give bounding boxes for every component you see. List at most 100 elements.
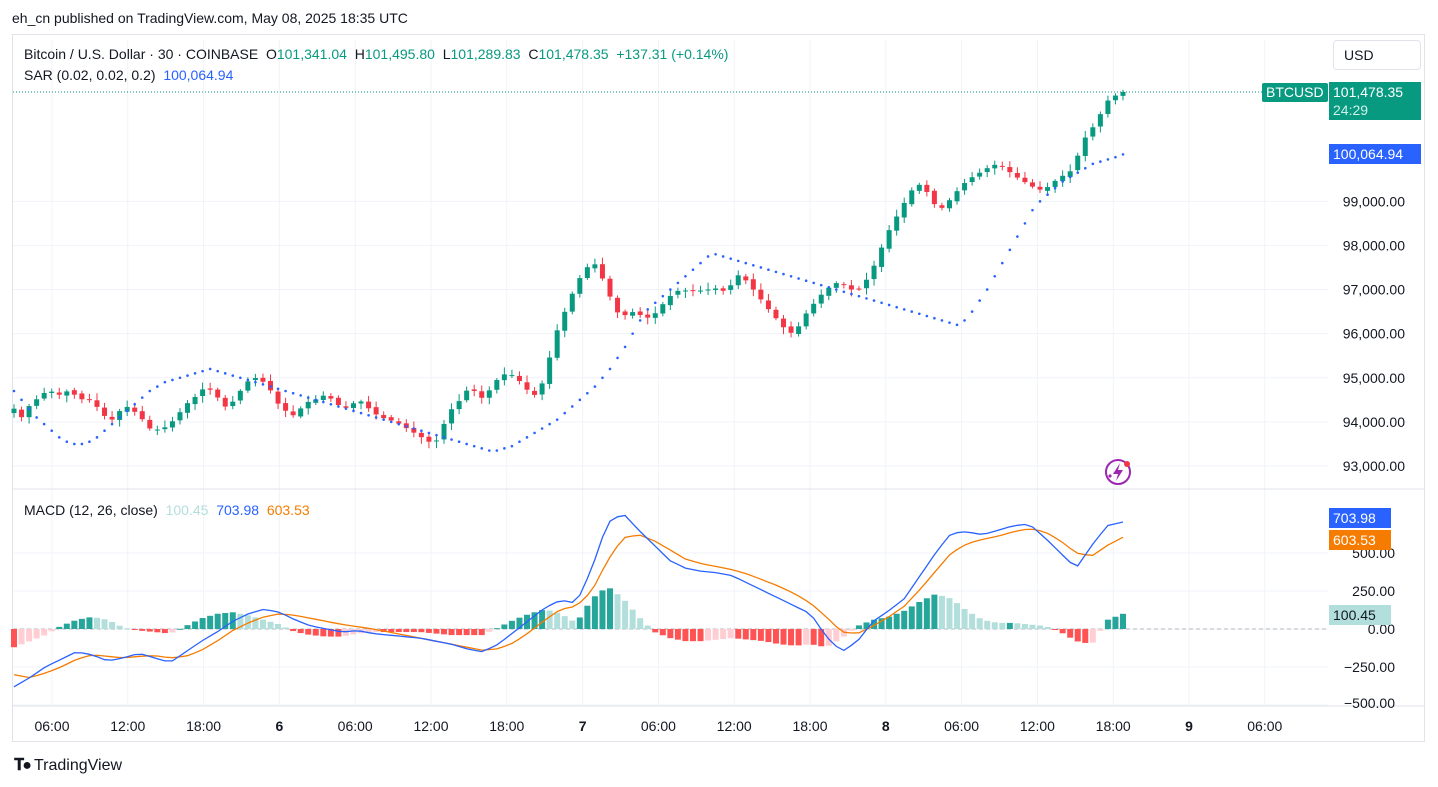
sar-dot <box>246 378 250 382</box>
candle-body <box>1105 100 1111 114</box>
macd-legend[interactable]: MACD (12, 26, close) 100.45 703.98 603.5… <box>24 502 310 518</box>
sar-dot <box>721 255 725 258</box>
candle-body <box>1060 175 1066 182</box>
sar-dot <box>314 398 318 402</box>
candle-body <box>26 406 32 418</box>
sar-dot <box>797 277 800 280</box>
last-price-value: 101,478.35 <box>1333 84 1404 100</box>
sar-dot <box>427 431 431 435</box>
sar-dot <box>510 444 514 448</box>
candle-body <box>418 432 424 438</box>
histogram-bar <box>931 594 938 629</box>
histogram-bar <box>1097 629 1104 631</box>
histogram-bar <box>154 629 161 633</box>
histogram-bar <box>71 620 78 629</box>
sar-legend[interactable]: SAR (0.02, 0.02, 0.2) 100,064.94 <box>24 67 233 83</box>
sar-dot <box>73 442 76 446</box>
histogram-bar <box>259 619 266 629</box>
symbol-title[interactable]: Bitcoin / U.S. Dollar · 30 · COINBASE <box>24 46 259 62</box>
histogram-bar <box>886 616 893 629</box>
time-tick-label: 06:00 <box>1247 718 1282 734</box>
sar-dot <box>223 372 227 375</box>
candle-body <box>984 168 990 172</box>
candle-body <box>547 357 553 384</box>
last-price-tag: 101,478.35 24:29 <box>1329 82 1421 120</box>
histogram-bar <box>1104 619 1111 629</box>
lightning-icon[interactable] <box>1105 459 1131 485</box>
histogram-bar <box>297 629 304 634</box>
histogram-bar <box>1014 623 1021 629</box>
macd-hist-value: 100.45 <box>165 502 209 518</box>
histogram-bar <box>833 629 840 642</box>
histogram-bar <box>433 629 440 634</box>
histogram-bar <box>855 625 862 629</box>
candle-body <box>524 382 530 390</box>
histogram-bar <box>267 621 274 629</box>
sar-dot <box>171 378 174 382</box>
symbol-legend[interactable]: Bitcoin / U.S. Dollar · 30 · COINBASE O 1… <box>24 46 728 62</box>
histogram-bar <box>486 629 493 632</box>
candle-body <box>192 396 198 405</box>
histogram-bar <box>373 629 380 633</box>
open-label: O <box>265 46 277 62</box>
candle-body <box>607 278 613 297</box>
candle-body <box>841 284 847 286</box>
chart-frame[interactable] <box>12 34 1425 742</box>
sar-dot <box>329 402 333 406</box>
candle-body <box>796 326 802 334</box>
footer-brand[interactable]: 𝐓● TradingView <box>14 757 122 775</box>
time-tick-label: 8 <box>882 718 890 734</box>
sar-dot <box>261 383 265 386</box>
histogram-bar <box>1074 629 1081 642</box>
histogram-bar <box>1112 616 1119 629</box>
histogram-bar <box>1059 629 1066 634</box>
sar-dot <box>1106 158 1110 161</box>
histogram-bar <box>350 629 357 635</box>
candle-body <box>501 374 507 381</box>
candle-body <box>494 380 500 390</box>
currency-button[interactable]: USD <box>1333 40 1421 70</box>
histogram-bar <box>290 629 297 632</box>
close-label: C <box>528 46 539 62</box>
sar-dot <box>819 283 823 287</box>
sar-dot <box>239 376 242 380</box>
histogram-bar <box>131 629 138 630</box>
time-tick-label: 7 <box>579 718 587 734</box>
high-value: 101,495.80 <box>364 46 435 62</box>
sar-dot <box>1046 193 1049 196</box>
histogram-bar <box>682 629 689 642</box>
histogram-bar <box>244 615 251 629</box>
candle-body <box>117 411 123 420</box>
sar-dot <box>178 376 182 380</box>
sar-dot <box>457 440 461 444</box>
candle-body <box>946 200 952 209</box>
sar-dot <box>110 422 114 426</box>
candle-body <box>200 389 206 396</box>
candle-body <box>154 429 160 431</box>
histogram-bar <box>176 628 183 630</box>
histogram-bar <box>48 629 55 632</box>
candle-body <box>954 191 960 202</box>
price-tick-label: 99,000.00 <box>1343 193 1405 209</box>
sar-dot <box>525 436 529 439</box>
sar-dot <box>12 389 16 393</box>
histogram-bar <box>848 629 855 631</box>
sar-dot <box>1016 235 1019 238</box>
histogram-bar <box>93 617 100 629</box>
sar-dot <box>404 424 408 428</box>
price-tick-label: 98,000.00 <box>1343 237 1405 253</box>
histogram-bar <box>78 618 85 629</box>
candle-body <box>132 407 138 412</box>
histogram-bar <box>395 629 402 633</box>
candle-body <box>49 391 55 393</box>
histogram-bar <box>327 629 334 637</box>
grid-lines <box>13 40 1328 706</box>
candle-body <box>931 190 937 205</box>
candle-body <box>1045 187 1051 191</box>
candle-body <box>765 300 771 310</box>
histogram-bar <box>954 603 961 629</box>
histogram-bar <box>810 629 817 645</box>
candle-body <box>1090 127 1096 137</box>
candle-body <box>366 401 372 409</box>
